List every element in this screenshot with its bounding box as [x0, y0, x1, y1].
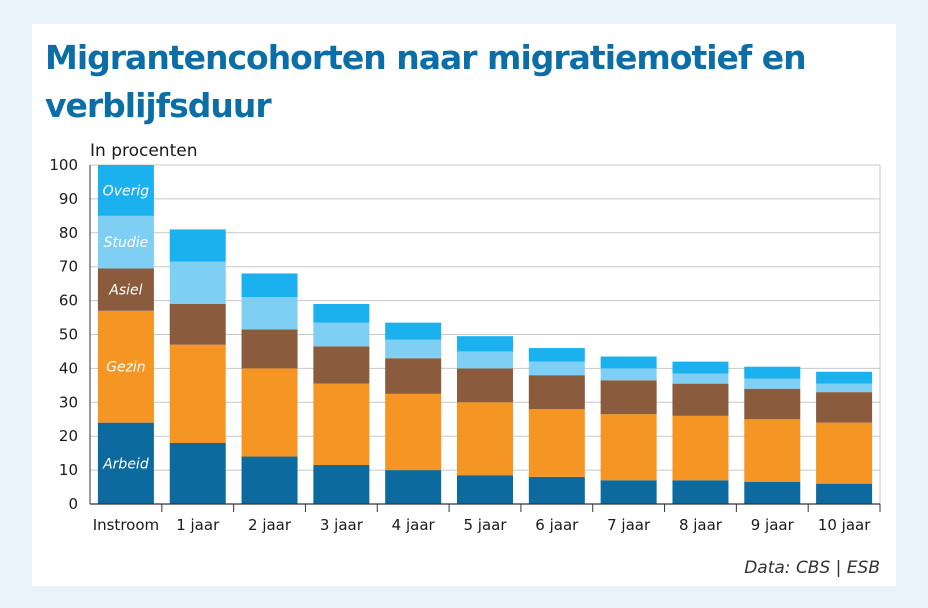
x-tick-label: 4 jaar: [392, 516, 436, 534]
bar-segment-studie: [385, 339, 442, 359]
y-tick-label: 60: [59, 292, 78, 310]
bar-segment-arbeid: [385, 470, 442, 504]
bar-segment-overig: [97, 165, 154, 216]
bar-segment-arbeid: [600, 480, 657, 504]
series-label-arbeid: Arbeid: [102, 456, 149, 472]
y-axis-label: In procenten: [90, 141, 197, 161]
y-tick-label: 80: [59, 224, 78, 242]
bar-segment-overig: [313, 303, 370, 323]
source-note: Data: CBS | ESB: [744, 558, 880, 578]
bar-segment-gezin: [528, 409, 585, 477]
x-tick-label: 6 jaar: [535, 516, 579, 534]
bar-segment-asiel: [97, 268, 154, 311]
bar-segment-gezin: [169, 344, 226, 443]
bar-segment-overig: [169, 229, 226, 262]
bar-segment-studie: [744, 378, 801, 389]
y-tick-label: 50: [59, 326, 78, 344]
bar-segment-gezin: [816, 422, 873, 484]
bar-segment-asiel: [816, 392, 873, 423]
bar-segment-gezin: [672, 415, 729, 481]
bar-segment-gezin: [313, 383, 370, 466]
bar-segment-studie: [241, 297, 298, 330]
y-tick-label: 90: [59, 190, 78, 208]
bar-segment-arbeid: [457, 475, 513, 504]
bar-segment-overig: [600, 356, 657, 369]
bar-segment-arbeid: [816, 483, 873, 504]
x-tick-label: 8 jaar: [679, 516, 723, 534]
bar-segment-overig: [457, 336, 513, 352]
series-label-studie: Studie: [104, 235, 149, 251]
bar-segment-studie: [457, 351, 513, 369]
series-label-gezin: Gezin: [106, 360, 146, 376]
bar-segment-asiel: [385, 358, 442, 394]
y-tick-label: 40: [59, 359, 78, 377]
x-tick-label: 5 jaar: [463, 516, 507, 534]
bar-segment-arbeid: [528, 476, 585, 504]
bar-segment-asiel: [313, 346, 370, 384]
bar-segment-studie: [169, 261, 226, 304]
bar-segment-arbeid: [313, 465, 370, 504]
bar-segment-overig: [528, 348, 585, 362]
bar-segment-asiel: [528, 375, 585, 410]
y-tick-label: 20: [59, 427, 78, 445]
x-tick-label: 7 jaar: [607, 516, 651, 534]
bar-segment-studie: [528, 361, 585, 376]
x-tick-label: 2 jaar: [248, 516, 292, 534]
stacked-bar-chart: In procenten 0 10 20 30 40 50 60 70 80 90 100 Arbeid…: [49, 141, 881, 534]
bar-segment-asiel: [672, 383, 729, 416]
bar-segment-arbeid: [169, 442, 226, 504]
x-tick-label: 10 jaar: [818, 516, 871, 534]
bar-segment-studie: [816, 383, 873, 393]
y-tick-label: 70: [59, 258, 78, 276]
bar-segment-gezin: [600, 414, 657, 481]
series-label-overig: Overig: [103, 183, 150, 199]
bar-segment-gezin: [241, 368, 298, 457]
bar-segment-gezin: [457, 402, 513, 476]
bar-segment-overig: [385, 322, 442, 340]
chart-title: Migrantencohorten naar migratiemotief en…: [45, 38, 807, 125]
bar-segment-studie: [313, 322, 370, 347]
y-tick-label: 0: [68, 495, 78, 513]
series-label-asiel: Asiel: [108, 283, 142, 299]
bar-segment-studie: [97, 215, 154, 269]
bar-segment-gezin: [97, 310, 154, 423]
x-tick-label: 3 jaar: [320, 516, 364, 534]
chart-card: Migrantencohorten naar migratiemotief en…: [32, 24, 896, 586]
x-tick-label: Instroom: [93, 516, 159, 534]
bar-segment-gezin: [744, 419, 801, 482]
bar-segment-arbeid: [744, 481, 801, 504]
bar-segment-asiel: [169, 303, 226, 345]
x-tick-label: 1 jaar: [176, 516, 220, 534]
bar-segment-gezin: [385, 393, 442, 471]
bar-segment-overig: [744, 366, 801, 379]
y-tick-label: 10: [59, 461, 78, 479]
bar-segment-arbeid: [241, 456, 298, 504]
y-tick-label: 30: [59, 393, 78, 411]
bar-segment-asiel: [744, 388, 801, 420]
bar-segment-studie: [600, 368, 657, 381]
bar-segment-overig: [672, 361, 729, 374]
bar-segment-overig: [816, 371, 873, 384]
y-tick-label: 100: [49, 156, 78, 174]
bar-segment-asiel: [600, 380, 657, 415]
bar-segment-overig: [241, 273, 298, 298]
bar-segment-studie: [672, 373, 729, 384]
bar-segment-asiel: [457, 368, 513, 403]
bar-segment-arbeid: [97, 422, 154, 504]
x-tick-label: 9 jaar: [751, 516, 795, 534]
bar-segment-arbeid: [672, 480, 729, 504]
bar-segment-asiel: [241, 329, 298, 369]
